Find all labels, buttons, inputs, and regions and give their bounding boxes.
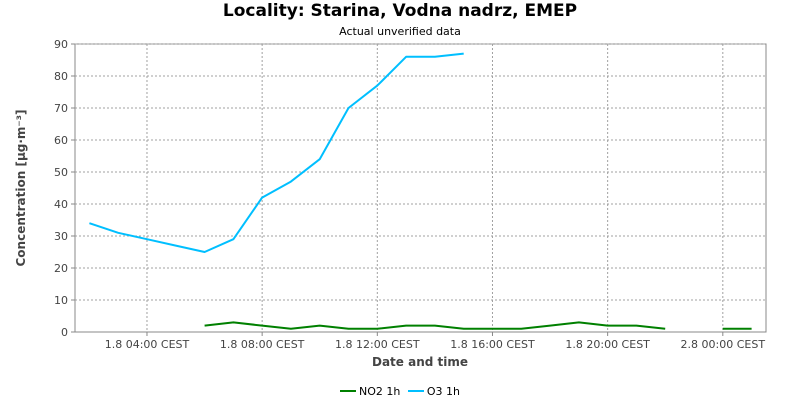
data-point-o3 bbox=[463, 53, 465, 55]
data-point-no2 bbox=[664, 328, 666, 330]
series-lines bbox=[88, 52, 753, 330]
data-point-o3 bbox=[434, 56, 436, 58]
data-point-o3 bbox=[290, 181, 292, 183]
data-point-o3 bbox=[319, 158, 321, 160]
data-point-no2 bbox=[232, 321, 234, 323]
data-point-no2 bbox=[549, 325, 551, 327]
data-point-o3 bbox=[117, 232, 119, 234]
x-tick-label: 1.8 08:00 CEST bbox=[220, 338, 305, 351]
data-point-o3 bbox=[232, 238, 234, 240]
data-point-o3 bbox=[88, 222, 90, 224]
series-line-o3 bbox=[89, 52, 464, 253]
x-tick-label: 1.8 20:00 CEST bbox=[565, 338, 650, 351]
data-point-no2 bbox=[376, 328, 378, 330]
data-point-o3 bbox=[146, 238, 148, 240]
data-point-no2 bbox=[434, 325, 436, 327]
plot-area bbox=[74, 43, 767, 333]
x-tick-label: 2.8 00:00 CEST bbox=[681, 338, 766, 351]
data-point-no2 bbox=[607, 325, 609, 327]
y-tick-label: 90 bbox=[54, 38, 68, 51]
chart-subtitle: Actual unverified data bbox=[339, 25, 461, 38]
data-point-no2 bbox=[261, 325, 263, 327]
data-point-no2 bbox=[635, 325, 637, 327]
x-tick-label: 1.8 12:00 CEST bbox=[335, 338, 420, 351]
legend-label-o3: O3 1h bbox=[426, 384, 460, 398]
data-point-no2 bbox=[722, 328, 724, 330]
y-tick-label: 40 bbox=[54, 198, 68, 211]
data-point-o3 bbox=[175, 245, 177, 247]
x-axis: 1.8 04:00 CEST 1.8 08:00 CEST 1.8 12:00 CE… bbox=[105, 332, 766, 351]
data-point-no2 bbox=[463, 328, 465, 330]
y-tick-label: 70 bbox=[54, 102, 68, 115]
legend-swatch-o3 bbox=[407, 390, 424, 392]
data-point-o3 bbox=[261, 197, 263, 199]
y-tick-label: 10 bbox=[54, 294, 68, 307]
data-point-no2 bbox=[751, 328, 753, 330]
y-tick-label: 20 bbox=[54, 262, 68, 275]
data-point-no2 bbox=[492, 328, 494, 330]
data-point-no2 bbox=[405, 325, 407, 327]
x-axis-title: Date and time bbox=[372, 355, 468, 369]
y-tick-label: 30 bbox=[54, 230, 68, 243]
data-point-no2 bbox=[348, 328, 350, 330]
data-point-o3 bbox=[204, 251, 206, 253]
y-axis-title: Concentration [µg·m⁻³] bbox=[14, 110, 28, 267]
x-tick-label: 1.8 04:00 CEST bbox=[105, 338, 190, 351]
legend-item-no2: NO2 1h bbox=[340, 385, 400, 398]
y-tick-label: 50 bbox=[54, 166, 68, 179]
data-point-no2 bbox=[290, 328, 292, 330]
data-point-no2 bbox=[520, 328, 522, 330]
y-axis: 0 10 20 30 40 50 60 70 80 90 bbox=[54, 38, 75, 339]
legend: NO2 1h O3 1h bbox=[0, 382, 800, 398]
legend-swatch-no2 bbox=[340, 390, 356, 392]
y-tick-label: 0 bbox=[61, 326, 68, 339]
data-point-o3 bbox=[405, 56, 407, 58]
data-point-o3 bbox=[376, 85, 378, 87]
series-line-no2 bbox=[204, 321, 666, 330]
legend-item-o3: O3 1h bbox=[407, 384, 460, 398]
y-tick-label: 80 bbox=[54, 70, 68, 83]
data-point-no2 bbox=[204, 325, 206, 327]
x-tick-label: 1.8 16:00 CEST bbox=[450, 338, 535, 351]
chart-title: Locality: Starina, Vodna nadrz, EMEP bbox=[222, 1, 578, 21]
grid bbox=[75, 43, 766, 332]
data-point-o3 bbox=[348, 107, 350, 109]
legend-label-no2: NO2 1h bbox=[359, 384, 401, 398]
data-point-no2 bbox=[578, 321, 580, 323]
data-point-no2 bbox=[319, 325, 321, 327]
y-tick-label: 60 bbox=[54, 134, 68, 147]
